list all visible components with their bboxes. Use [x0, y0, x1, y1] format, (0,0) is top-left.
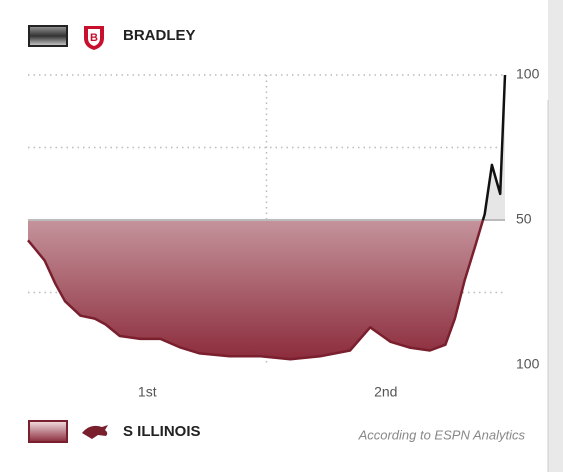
home-logo: B	[84, 26, 104, 50]
x-tick-label: 2nd	[374, 384, 397, 400]
line-below	[27, 220, 485, 361]
away-logo	[82, 425, 108, 439]
plot: 100 50 100 1st 2nd	[27, 66, 540, 400]
away-swatch	[28, 420, 68, 443]
y-tick-label: 50	[516, 211, 532, 227]
side-panel	[548, 0, 563, 472]
away-team: S ILLINOIS	[123, 423, 201, 440]
svg-text:B: B	[90, 32, 98, 44]
y-tick-label: 100	[516, 66, 540, 82]
source-note: According to ESPN Analytics	[358, 427, 526, 442]
home-team: BRADLEY	[123, 27, 196, 44]
x-tick-label: 1st	[138, 384, 157, 400]
home-swatch	[28, 25, 68, 47]
area-below	[28, 220, 505, 360]
y-tick-label: 100	[516, 356, 540, 372]
